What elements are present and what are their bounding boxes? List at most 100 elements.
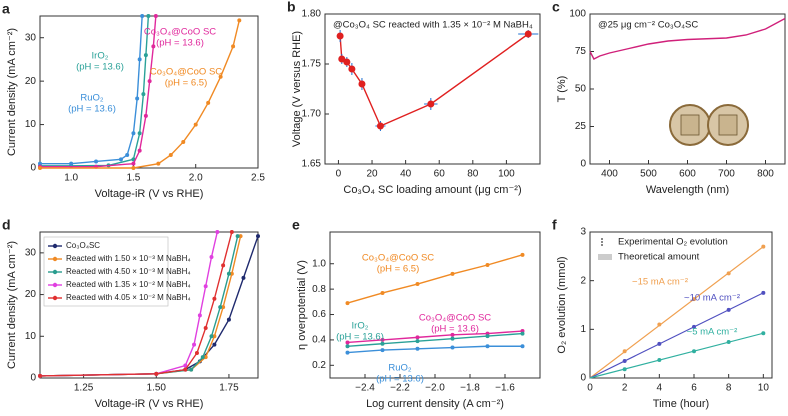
data-point <box>450 345 455 350</box>
legend-marker <box>601 244 603 246</box>
y-tick-label: 10 <box>25 119 37 130</box>
data-point <box>143 53 148 58</box>
data-point <box>520 344 525 349</box>
data-point <box>726 339 731 344</box>
legend-marker <box>52 269 58 275</box>
theoretical-line <box>589 292 764 379</box>
data-point <box>657 322 662 327</box>
data-point <box>131 131 136 136</box>
data-point <box>183 363 188 368</box>
data-point <box>256 234 260 239</box>
data-point <box>153 14 158 18</box>
data-point <box>135 96 140 101</box>
y-tick-label: 30 <box>25 247 37 258</box>
y-tick-label: 0.4 <box>312 335 326 346</box>
legend-label: Reacted with 1.50 × 10⁻³ M NaBH₄ <box>66 254 191 263</box>
x-tick-label: 20 <box>366 169 378 180</box>
x-tick-label: 6 <box>691 383 697 394</box>
data-point <box>415 335 420 340</box>
series-line <box>589 17 786 60</box>
x-tick-label: 0 <box>336 169 342 180</box>
legend-marker <box>52 282 58 288</box>
data-point <box>524 30 532 38</box>
data-point <box>209 255 214 260</box>
y-tick-label: 1.80 <box>302 9 322 20</box>
legend-marker <box>52 256 58 262</box>
y-tick-label: 1.0 <box>312 258 326 269</box>
legend-label: Reacted with 1.35 × 10⁻² M NaBH₄ <box>66 280 191 289</box>
data-point <box>168 152 173 157</box>
annotation: @Co₃O₄ SC reacted with 1.35 × 10⁻² M NaB… <box>333 20 533 31</box>
data-point <box>415 282 420 287</box>
data-point <box>131 166 136 170</box>
data-point <box>194 350 199 355</box>
series-note: (pH = 13.6) <box>376 374 424 385</box>
data-point <box>376 122 384 130</box>
legend-label: Reacted with 4.05 × 10⁻² M NaBH₄ <box>66 293 191 302</box>
series-line <box>39 231 233 377</box>
data-point <box>229 271 234 276</box>
data-point <box>212 334 217 339</box>
x-tick-label: 800 <box>757 169 774 180</box>
data-point <box>156 161 161 166</box>
data-point <box>450 336 455 341</box>
y-tick-label: 0.6 <box>312 309 326 320</box>
y-axis-label: T (%) <box>556 76 568 103</box>
data-point <box>206 100 211 105</box>
data-point <box>218 74 223 79</box>
x-tick-label: 2 <box>622 383 628 394</box>
data-point <box>193 122 198 127</box>
panel-label: c <box>552 0 560 15</box>
data-point <box>38 166 42 170</box>
data-point <box>221 263 226 268</box>
data-point <box>726 271 731 276</box>
y-tick-label: 0.8 <box>312 284 326 295</box>
data-point <box>192 342 197 347</box>
x-tick-label: 1.75 <box>219 383 239 394</box>
data-point <box>427 100 435 108</box>
series-line <box>40 15 143 165</box>
y-tick-label: 25 <box>575 121 587 132</box>
series-label: IrO₂ <box>352 321 369 332</box>
series-note: (pH = 13.6) <box>68 104 116 115</box>
annotation: @25 μg cm⁻² Co₃O₄SC <box>598 20 698 31</box>
panel-label: a <box>2 1 10 17</box>
data-point <box>203 355 208 360</box>
data-point <box>218 305 223 310</box>
y-tick-label: 0 <box>30 373 36 384</box>
data-point <box>726 307 731 312</box>
y-tick-label: 0 <box>580 373 586 384</box>
data-point <box>622 367 627 372</box>
x-tick-label: −1.8 <box>460 383 480 394</box>
legend-box <box>43 236 169 307</box>
data-point <box>380 337 385 342</box>
y-tick-label: 75 <box>575 46 587 57</box>
x-tick-label: 500 <box>640 169 657 180</box>
series-label: RuO₂ <box>388 363 412 374</box>
y-tick-label: 10 <box>25 331 37 342</box>
series-line <box>40 15 157 168</box>
plot-frame <box>39 231 259 379</box>
y-tick-label: 1 <box>580 324 586 335</box>
data-point <box>345 344 350 349</box>
data-point <box>415 339 420 344</box>
data-point <box>415 346 420 351</box>
series-note: (pH = 13.6) <box>431 324 479 335</box>
series-label: Co₃O₄@CoO SC <box>150 67 222 78</box>
data-point <box>131 161 136 166</box>
data-point <box>238 234 243 239</box>
x-tick-label: 40 <box>400 169 412 180</box>
data-point <box>229 230 234 234</box>
data-point <box>212 342 217 347</box>
plot-frame <box>324 13 541 165</box>
x-axis-label: Wavelength (nm) <box>646 184 729 196</box>
data-point <box>520 252 525 257</box>
x-tick-label: 80 <box>467 169 479 180</box>
x-tick-label: −2.4 <box>355 383 375 394</box>
x-axis-label: Co₃O₄ SC loading amount (μg cm⁻²) <box>343 184 521 196</box>
data-point <box>154 371 159 376</box>
y-tick-label: 1.65 <box>302 159 322 170</box>
data-point <box>212 296 217 301</box>
series-note: (pH = 6.5) <box>165 78 208 89</box>
